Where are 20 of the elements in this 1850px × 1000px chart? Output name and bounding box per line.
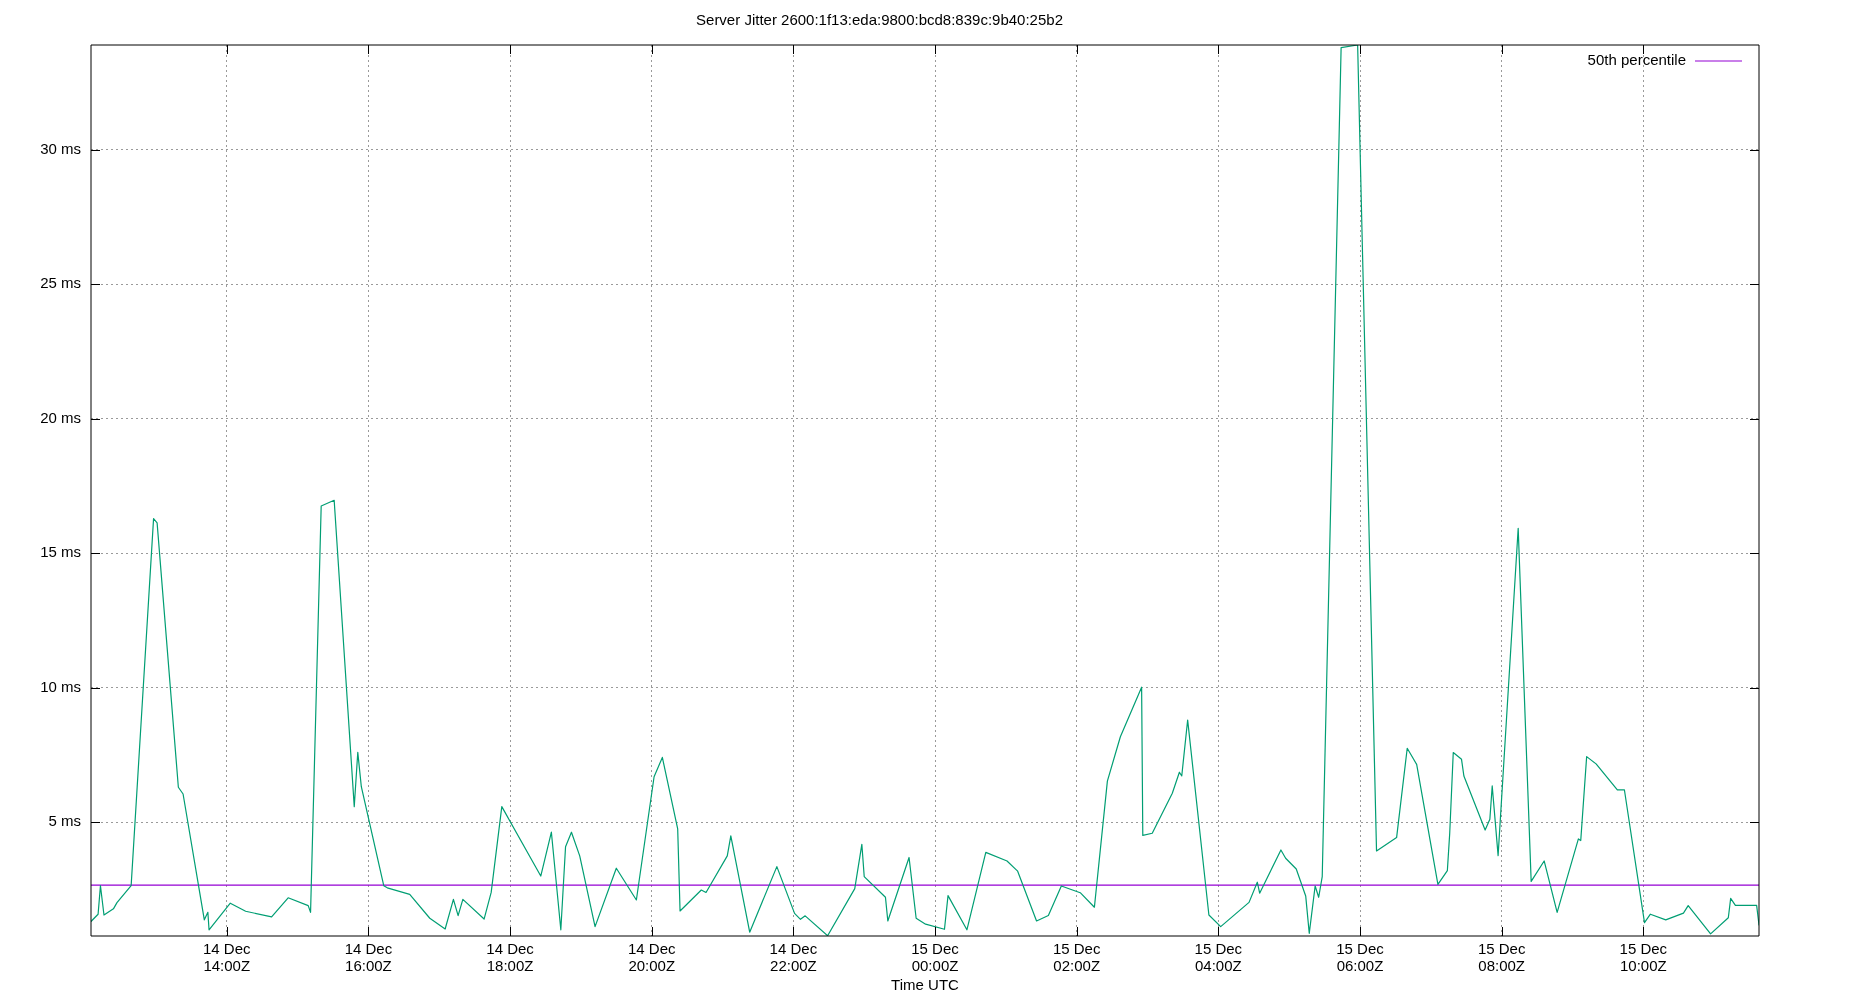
- x-tick-label: 15 Dec 04:00Z: [1194, 940, 1243, 974]
- chart-title: Server Jitter 2600:1f13:eda:9800:bcd8:839c:9b40:25b2: [696, 11, 1063, 29]
- x-tick-label: 15 Dec 10:00Z: [1619, 940, 1668, 974]
- x-tick-label: 14 Dec 20:00Z: [627, 940, 676, 974]
- x-tick-label: 14 Dec 16:00Z: [344, 940, 393, 974]
- legend-label: 50th percentile: [1587, 51, 1686, 69]
- x-tick-label: 14 Dec 14:00Z: [202, 940, 252, 974]
- x-tick-label: 15 Dec 08:00Z: [1477, 940, 1526, 974]
- y-tick-label: 5 ms: [48, 812, 81, 830]
- x-axis-title: Time UTC: [891, 976, 960, 994]
- x-tick-label: 14 Dec 22:00Z: [769, 940, 818, 974]
- x-tick-label: 15 Dec 02:00Z: [1052, 940, 1101, 974]
- y-tick-label: 10 ms: [40, 677, 81, 695]
- y-tick-label: 15 ms: [40, 543, 81, 561]
- y-tick-label: 30 ms: [40, 140, 81, 158]
- y-tick-label: 20 ms: [40, 408, 81, 426]
- x-tick-label: 15 Dec 00:00Z: [911, 940, 960, 974]
- x-tick-label: 15 Dec 06:00Z: [1336, 940, 1385, 974]
- y-tick-label: 25 ms: [40, 274, 81, 292]
- x-tick-label: 14 Dec 18:00Z: [486, 940, 535, 974]
